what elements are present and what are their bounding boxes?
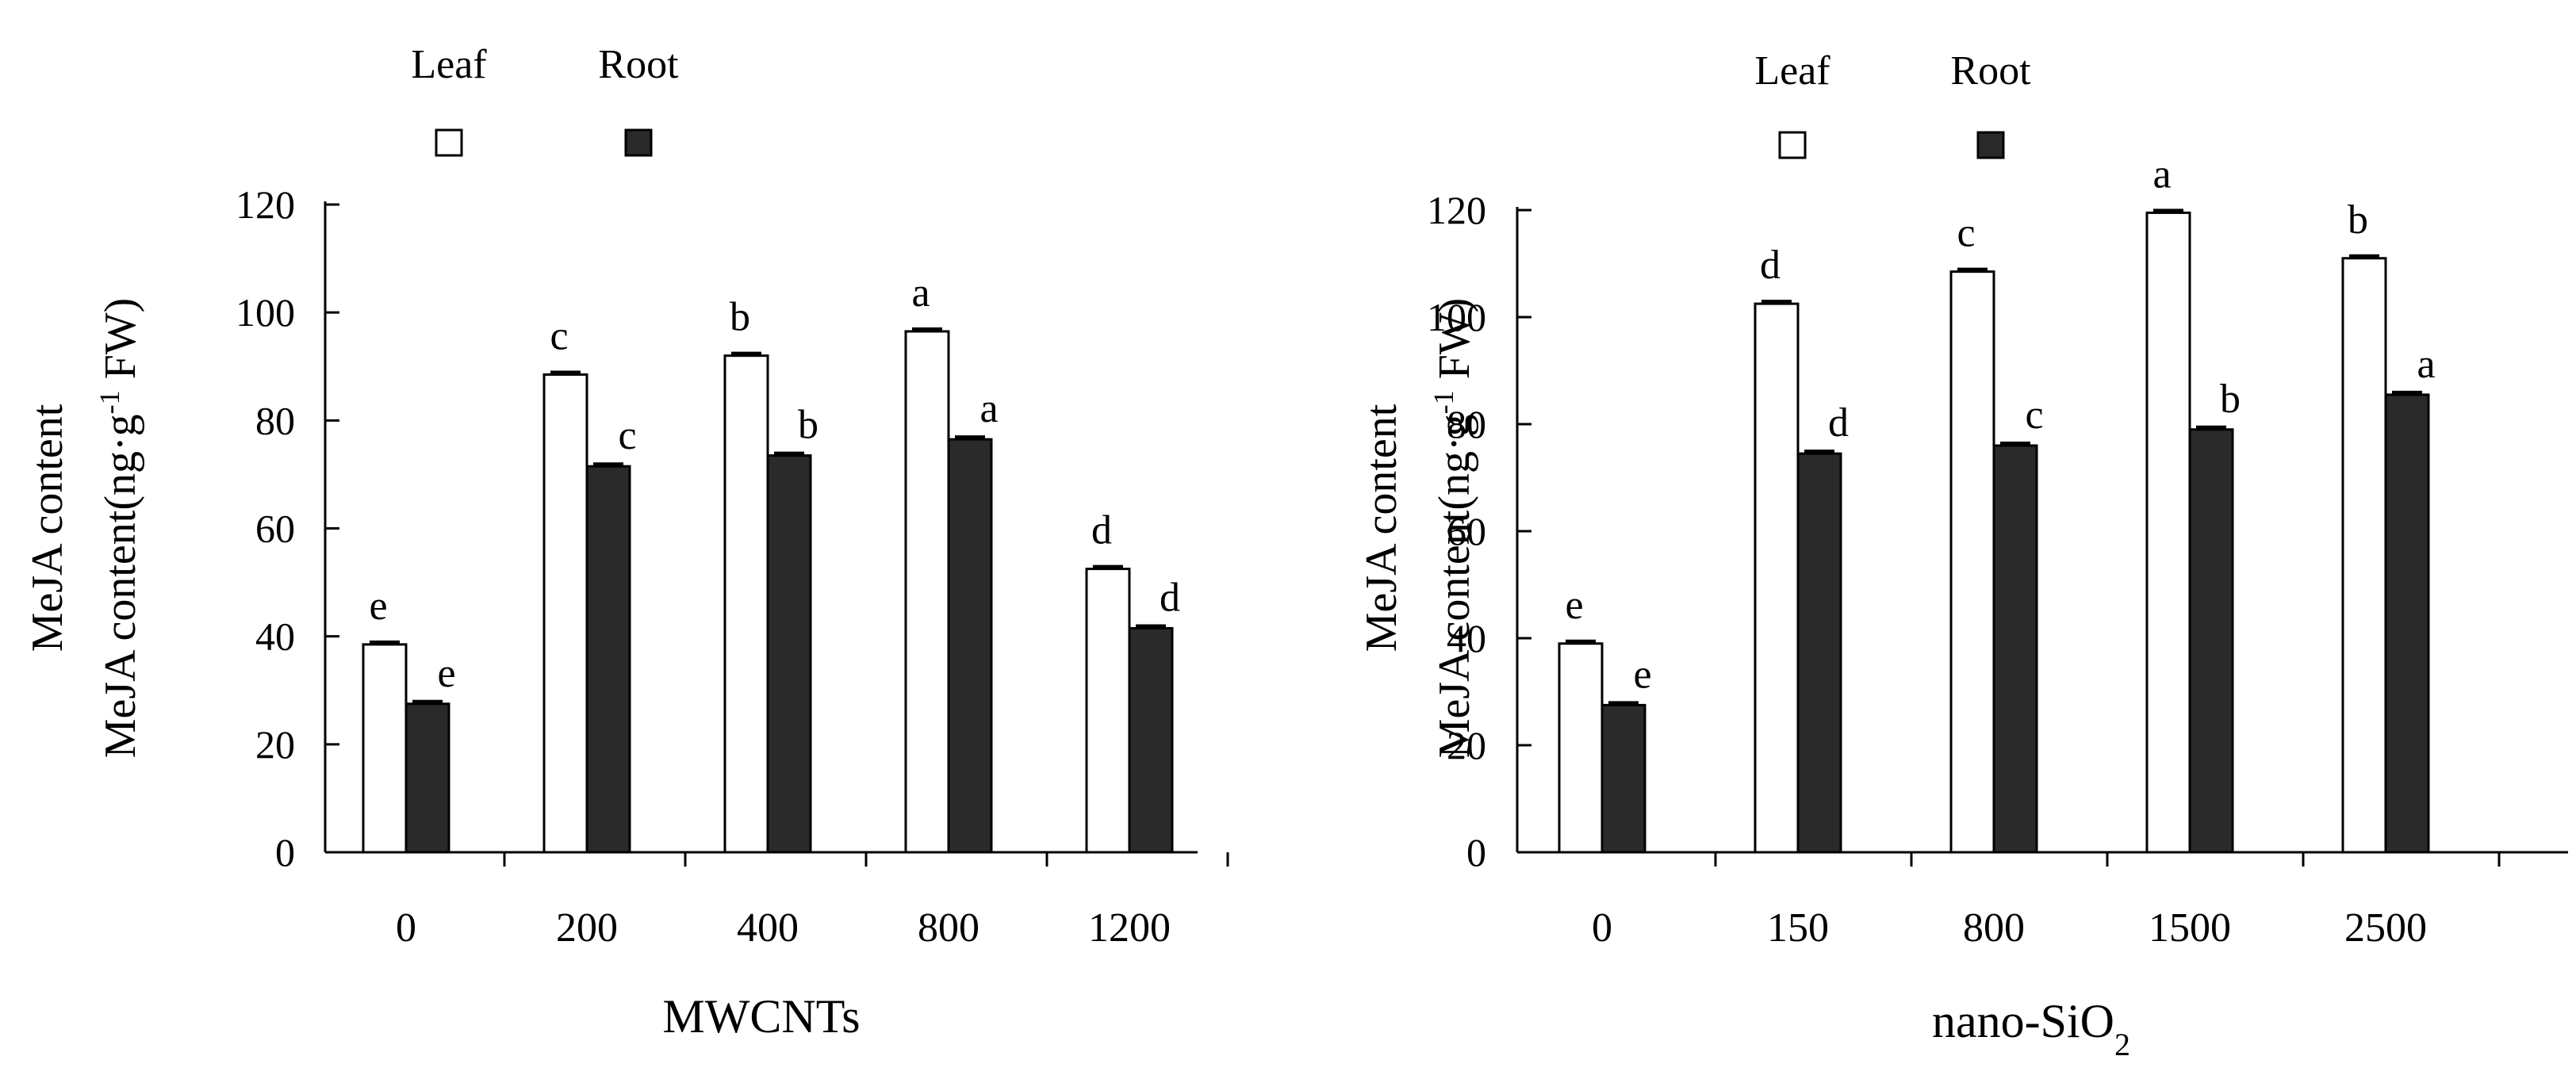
significance-letter-leaf: d: [1760, 243, 1781, 288]
legend-label-root: Root: [1950, 48, 2031, 94]
significance-letter-root: e: [437, 651, 455, 696]
bar-root: [2188, 428, 2234, 854]
bar-leaf: [1754, 302, 1800, 854]
bar-leaf: [1949, 270, 1995, 854]
y-axis-label-line1: MeJA content: [23, 404, 72, 652]
significance-letter-root: b: [798, 403, 818, 448]
y-tick-label: 80: [255, 398, 295, 442]
significance-letter-root: a: [2417, 342, 2435, 387]
bar-leaf: [2145, 211, 2191, 854]
bar-root: [1796, 452, 1842, 854]
significance-letter-leaf: d: [1091, 508, 1112, 553]
significance-letter-root: c: [618, 413, 636, 458]
x-axis-label-main: nano-SiO: [1932, 995, 2114, 1047]
bar-root: [766, 454, 812, 854]
bar-root: [1600, 703, 1646, 854]
chart-nano-sio2: 0 20 40 60 80 100 120 e e 0 d d 150 c c 800 a b 1500 b a 2500…: [1357, 48, 2568, 1062]
y-tick-label: 120: [236, 182, 295, 227]
bar-root: [2384, 393, 2430, 854]
y-tick-label: 60: [1447, 509, 1486, 553]
bar-leaf: [2341, 257, 2387, 854]
significance-letter-leaf: b: [2348, 197, 2368, 243]
bar-leaf: [904, 330, 950, 854]
x-tick-label: 800: [918, 905, 979, 951]
legend-label-root: Root: [598, 42, 679, 87]
significance-letter-leaf: a: [2152, 151, 2171, 197]
x-tick-label: 1500: [2149, 905, 2231, 951]
y-tick-label: 0: [275, 830, 295, 874]
legend-label-leaf: Leaf: [411, 42, 487, 87]
significance-letter-root: d: [1160, 575, 1180, 620]
x-tick-label: 1200: [1088, 905, 1171, 951]
legend-swatch-leaf: [1778, 131, 1807, 159]
y-tick-label: 40: [255, 614, 295, 659]
legend-label-leaf: Leaf: [1754, 48, 1830, 94]
significance-letter-root: e: [1633, 652, 1651, 697]
significance-letter-leaf: c: [1957, 211, 1975, 256]
y-tick-label: 20: [1447, 723, 1486, 767]
y-tick-label: 40: [1447, 616, 1486, 660]
y-tick-label: 20: [255, 722, 295, 767]
legend-swatch-leaf: [435, 128, 463, 157]
significance-letter-leaf: a: [911, 270, 930, 316]
y-axis-label-unit-suffix: FW): [96, 298, 145, 391]
significance-letter-leaf: b: [730, 295, 750, 340]
x-axis-label: MWCNTs: [662, 990, 860, 1043]
x-tick-label: 150: [1767, 905, 1829, 951]
y-tick-label: 80: [1447, 402, 1486, 446]
significance-letter-root: b: [2220, 377, 2241, 422]
y-axis-label-unit-sup: -1: [1428, 390, 1459, 414]
x-tick-label: 800: [1963, 905, 2025, 951]
x-axis-label-sub: 2: [2114, 1027, 2130, 1062]
bar-root: [404, 702, 450, 854]
y-axis-label-line2: MeJA content(ng·g-1 FW): [94, 298, 145, 759]
bar-root: [947, 438, 993, 854]
significance-letter-root: d: [1828, 400, 1849, 446]
y-axis-label-unit-suffix: FW): [1430, 298, 1479, 391]
significance-letter-leaf: c: [550, 313, 568, 358]
y-axis-label-unit-sup: -1: [94, 390, 125, 414]
legend-swatch-root: [624, 128, 653, 157]
x-tick-label: 400: [737, 905, 799, 951]
x-axis-label: nano-SiO2: [1932, 995, 2130, 1062]
chart-mwcnts: 0 20 40 60 80 100 120 e e 0 c c 200 b b 400 a a 800 d d 1200 L…: [23, 42, 1229, 1043]
x-tick-label: 0: [396, 905, 416, 951]
significance-letter-root: c: [2025, 392, 2043, 438]
legend-swatch-root: [1976, 131, 2005, 159]
y-tick-label: 0: [1466, 830, 1486, 874]
bar-root: [1128, 626, 1174, 854]
y-tick-label: 60: [255, 507, 295, 551]
significance-letter-leaf: e: [1565, 583, 1583, 628]
significance-letter-root: a: [979, 386, 998, 431]
y-tick-label: 100: [236, 290, 295, 335]
significance-letter-leaf: e: [369, 584, 387, 629]
bar-root: [585, 465, 631, 854]
x-tick-label: 2500: [2344, 905, 2427, 951]
bar-leaf: [542, 373, 588, 854]
y-tick-label: 120: [1427, 188, 1486, 232]
bar-leaf: [1085, 568, 1131, 854]
y-tick-label: 100: [1427, 295, 1486, 339]
y-axis-label-line1: MeJA content: [1357, 404, 1406, 652]
bar-leaf: [723, 354, 769, 854]
x-tick-label: 200: [556, 905, 618, 951]
y-axis-label-unit-prefix: MeJA content(ng·g: [1430, 414, 1479, 758]
bar-root: [1992, 444, 2038, 854]
bar-leaf: [362, 643, 408, 854]
x-tick-label: 0: [1592, 905, 1612, 951]
y-axis-label-unit-prefix: MeJA content(ng·g: [96, 414, 145, 758]
x-axis-label-main: MWCNTs: [662, 990, 860, 1043]
y-axis-label-line2: MeJA content(ng·g-1 FW): [1428, 298, 1479, 759]
bar-leaf: [1558, 642, 1604, 854]
